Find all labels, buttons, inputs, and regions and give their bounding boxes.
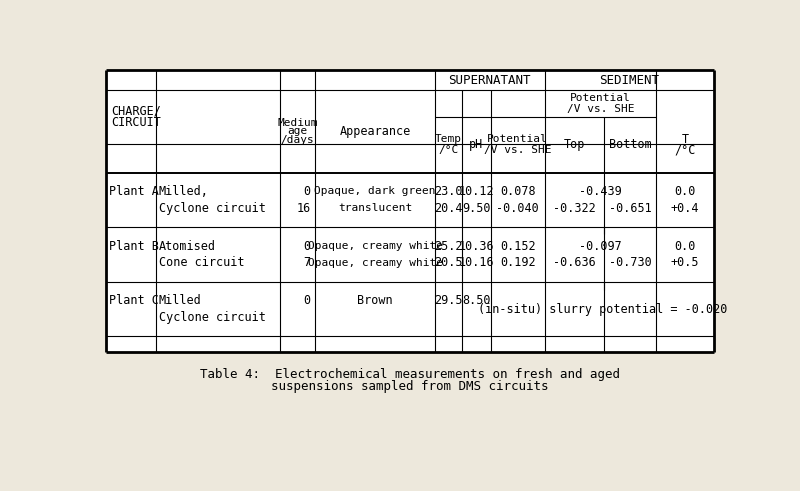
Text: 10.16: 10.16 (458, 256, 494, 270)
Text: (in-situ) slurry potential = -0.020: (in-situ) slurry potential = -0.020 (478, 302, 727, 316)
Text: Opaque, dark green: Opaque, dark green (314, 187, 436, 196)
Text: Opaque, creamy white: Opaque, creamy white (308, 241, 442, 251)
Text: Cyclone circuit: Cyclone circuit (159, 311, 266, 324)
Text: 0.078: 0.078 (500, 185, 535, 198)
Text: 9.50: 9.50 (462, 202, 490, 215)
Text: 25.2: 25.2 (434, 240, 462, 252)
Text: Medium: Medium (278, 118, 318, 128)
Text: 0.192: 0.192 (500, 256, 535, 270)
Text: 0.152: 0.152 (500, 240, 535, 252)
Text: /°C: /°C (438, 145, 458, 155)
Text: Milled,: Milled, (159, 185, 209, 198)
Text: -0.097: -0.097 (579, 240, 622, 252)
Text: Cyclone circuit: Cyclone circuit (159, 202, 266, 215)
Text: Potential: Potential (570, 93, 631, 103)
Text: 0.0: 0.0 (674, 185, 696, 198)
Text: 10.36: 10.36 (458, 240, 494, 252)
Text: -0.040: -0.040 (496, 202, 539, 215)
Text: /V vs. SHE: /V vs. SHE (484, 145, 551, 155)
Text: 20.5: 20.5 (434, 256, 462, 270)
Text: SEDIMENT: SEDIMENT (599, 74, 659, 86)
Text: Milled: Milled (159, 294, 202, 307)
Text: /days: /days (281, 135, 314, 145)
Text: T: T (682, 133, 689, 146)
Text: Appearance: Appearance (339, 125, 410, 138)
Text: translucent: translucent (338, 203, 412, 213)
Text: Plant A: Plant A (110, 185, 159, 198)
Bar (106, 71, 714, 352)
Text: CIRCUIT: CIRCUIT (111, 116, 161, 129)
Text: Table 4:  Electrochemical measurements on fresh and aged: Table 4: Electrochemical measurements on… (200, 368, 620, 381)
Text: 0: 0 (304, 240, 310, 252)
Text: 10.12: 10.12 (458, 185, 494, 198)
Text: Cone circuit: Cone circuit (159, 256, 245, 270)
Text: Potential: Potential (487, 135, 548, 144)
Text: +0.4: +0.4 (671, 202, 699, 215)
Text: -0.651: -0.651 (609, 202, 651, 215)
Text: SUPERNATANT: SUPERNATANT (449, 74, 531, 86)
Text: -0.322: -0.322 (553, 202, 596, 215)
Text: 29.5: 29.5 (434, 294, 462, 307)
Text: Plant C: Plant C (110, 294, 159, 307)
Text: age: age (287, 126, 308, 136)
Text: 0.0: 0.0 (674, 240, 696, 252)
Text: 0: 0 (304, 294, 310, 307)
Text: 23.0: 23.0 (434, 185, 462, 198)
Text: 7: 7 (304, 256, 310, 270)
Text: Opaque, creamy white: Opaque, creamy white (308, 258, 442, 268)
Text: -0.439: -0.439 (579, 185, 622, 198)
Text: 0: 0 (304, 185, 310, 198)
Text: Temp: Temp (435, 135, 462, 144)
Text: 8.50: 8.50 (462, 294, 490, 307)
Text: 20.4: 20.4 (434, 202, 462, 215)
Text: /°C: /°C (674, 144, 696, 157)
Text: /V vs. SHE: /V vs. SHE (567, 104, 634, 113)
Text: Brown: Brown (358, 294, 393, 307)
Text: suspensions sampled from DMS circuits: suspensions sampled from DMS circuits (271, 381, 549, 393)
Text: 16: 16 (297, 202, 310, 215)
Text: +0.5: +0.5 (671, 256, 699, 270)
Text: CHARGE/: CHARGE/ (111, 104, 161, 117)
Text: Plant B: Plant B (110, 240, 159, 252)
Text: -0.730: -0.730 (609, 256, 651, 270)
Text: pH: pH (469, 138, 483, 151)
Text: Atomised: Atomised (159, 240, 216, 252)
Text: Top: Top (564, 138, 585, 151)
Text: -0.636: -0.636 (553, 256, 596, 270)
Text: Bottom: Bottom (609, 138, 651, 151)
